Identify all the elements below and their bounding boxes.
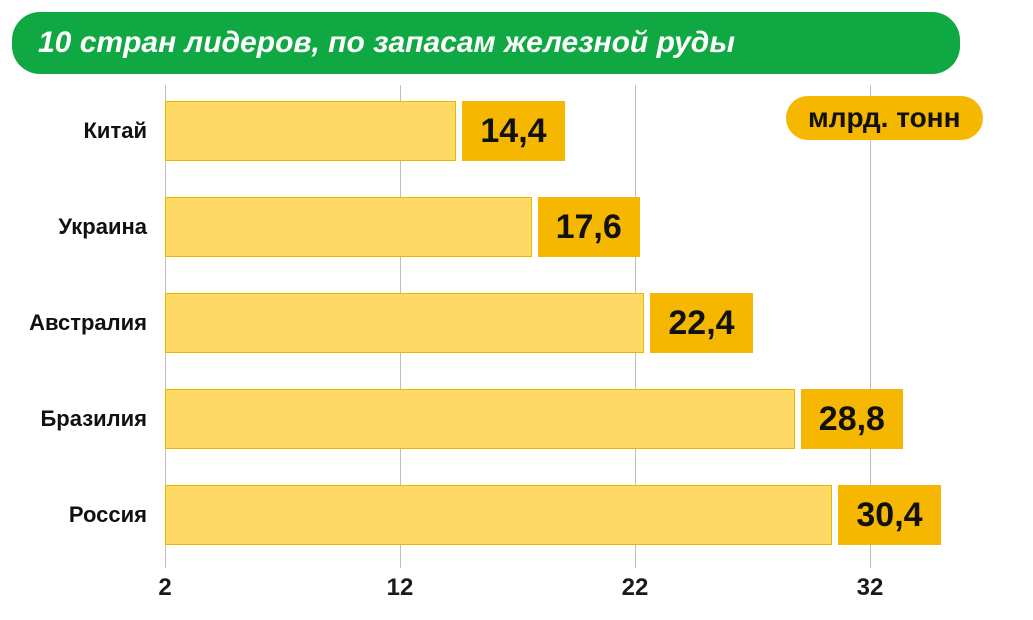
x-tick-label: 2 (158, 574, 171, 602)
unit-badge: млрд. тонн (786, 96, 983, 140)
bar (165, 293, 644, 353)
value-label: 22,4 (650, 293, 752, 353)
x-tick-label: 22 (622, 574, 649, 602)
value-label: 28,8 (801, 389, 903, 449)
bar (165, 389, 795, 449)
category-label: Украина (0, 214, 147, 240)
value-label: 30,4 (838, 485, 940, 545)
bar (165, 101, 456, 161)
category-label: Австралия (0, 310, 147, 336)
plot-area: 212223214,417,622,428,830,4 (165, 85, 975, 568)
category-label: Китай (0, 118, 147, 144)
value-label: 17,6 (538, 197, 640, 257)
value-label: 14,4 (462, 101, 564, 161)
category-label: Бразилия (0, 406, 147, 432)
category-label: Россия (0, 502, 147, 528)
x-tick-label: 12 (387, 574, 414, 602)
bar (165, 485, 832, 545)
chart-title: 10 стран лидеров, по запасам железной ру… (12, 12, 960, 74)
bar (165, 197, 532, 257)
chart-frame: 10 стран лидеров, по запасам железной ру… (0, 0, 1033, 620)
x-tick-label: 32 (857, 574, 884, 602)
